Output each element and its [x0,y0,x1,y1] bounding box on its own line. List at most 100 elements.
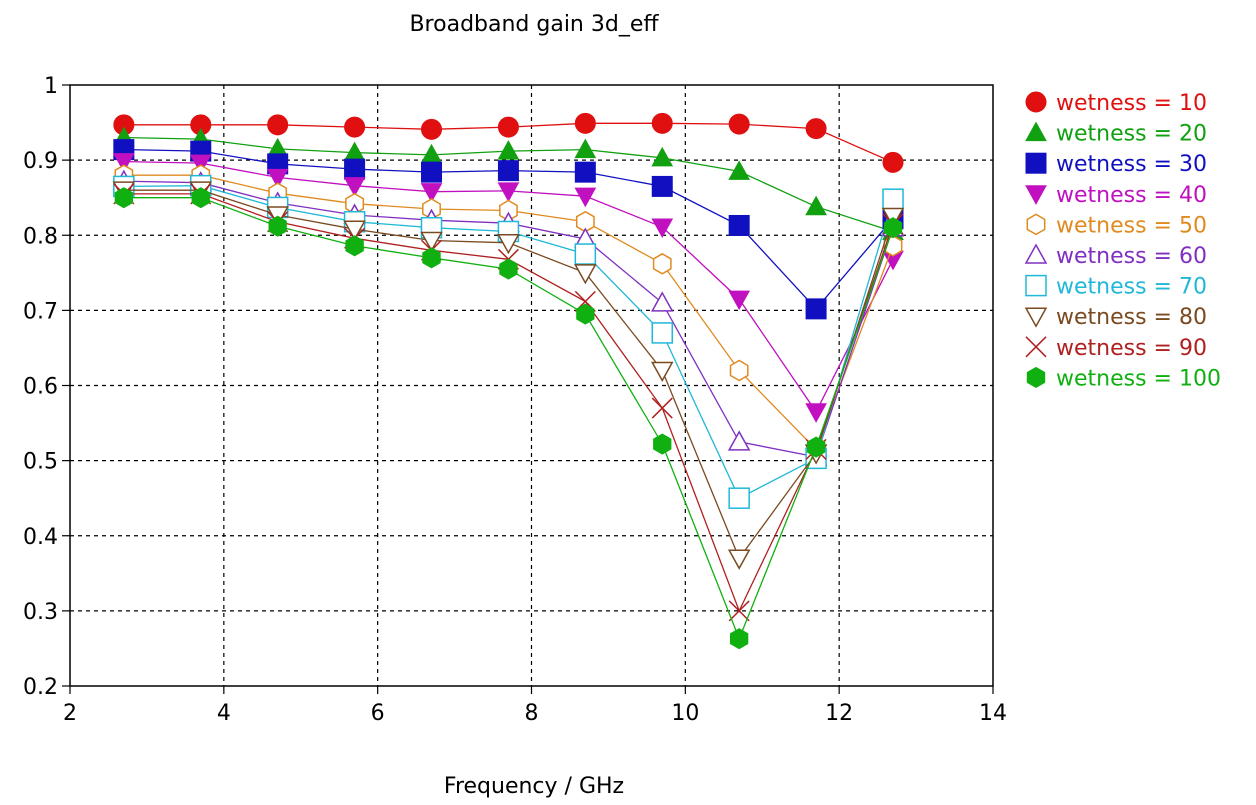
series-6 [112,169,905,466]
series-4 [112,153,904,423]
legend-item: wetness = 70 [1025,274,1207,300]
data-point [497,182,520,202]
legend-label: wetness = 20 [1056,122,1207,147]
legend-label: wetness = 50 [1056,213,1207,238]
y-tick-label: 0.5 [23,450,58,475]
data-point [343,220,366,241]
legend: wetness = 10 wetness = 20 wetness = 30 wetn… [1024,91,1221,391]
data-point [651,146,674,167]
data-point [266,168,289,189]
legend-marker [1026,366,1046,388]
y-tick-label: 0.8 [23,224,58,249]
data-point [497,160,519,182]
series-8 [112,181,905,570]
data-point [189,154,212,175]
legend-item: wetness = 20 [1025,121,1207,147]
data-point [114,187,133,209]
data-point [728,290,751,311]
y-tick-label: 0.6 [23,375,58,400]
series-7 [113,174,904,509]
data-point [267,114,289,136]
y-tick-label: 0.2 [23,675,58,700]
x-axis-label: Frequency / GHz [444,774,624,799]
data-point [574,187,597,208]
data-point [420,231,443,253]
data-point [728,113,750,135]
y-tick-label: 0.3 [23,600,58,625]
data-point [651,175,673,197]
x-tick-label: 14 [979,701,1007,726]
legend-marker [1026,213,1046,236]
axes: 2 4 6 8 10 12 14 0.2 0.3 0.4 0.5 0.6 0.7 0.8 0.9 1 [23,74,1007,726]
data-point [345,235,364,257]
y-tick-label: 0.4 [23,525,58,550]
legend-label: wetness = 90 [1056,336,1207,361]
data-point [651,322,674,344]
y-tick-label: 0.9 [23,149,58,174]
chart-title: Broadband gain 3d_eff [409,12,659,37]
data-point [422,247,441,269]
legend-label: wetness = 10 [1056,91,1207,116]
y-tick-label: 1 [44,74,58,99]
data-point [421,118,443,140]
x-tick-label: 2 [63,701,77,726]
data-point [343,177,366,197]
legend-label: wetness = 70 [1056,275,1207,300]
legend-marker [1024,307,1048,328]
legend-label: wetness = 80 [1056,305,1207,330]
legend-marker [1025,336,1047,358]
legend-label: wetness = 30 [1056,152,1207,177]
data-point [805,195,827,216]
data-point [574,138,597,159]
data-point [344,116,366,138]
data-point [574,161,596,183]
legend-item: wetness = 40 [1025,183,1207,208]
series-1 [113,112,904,173]
data-point [729,359,749,382]
legend-marker [1025,185,1047,205]
data-point [805,118,827,140]
legend-marker [1025,274,1047,297]
legend-item: wetness = 60 [1024,243,1207,269]
data-point [805,403,827,423]
data-point [420,183,443,203]
data-point [650,291,674,312]
data-point [112,153,135,173]
legend-item: wetness = 90 [1025,336,1207,361]
data-point [651,218,674,239]
data-point [574,264,597,285]
data-point [882,151,904,173]
legend-marker [1024,243,1048,264]
legend-item: wetness = 10 [1025,91,1207,116]
data-point [420,143,443,164]
data-point [727,430,751,451]
data-point [574,243,597,265]
data-point [499,258,518,280]
legend-item: wetness = 50 [1026,213,1207,238]
grid [70,85,993,686]
legend-marker [1025,91,1047,113]
data-point [651,397,673,419]
data-point [497,140,520,160]
data-point [806,436,826,458]
series-10 [114,187,903,650]
data-point [651,112,673,134]
data-point [497,234,520,255]
x-tick-label: 4 [217,701,231,726]
data-point [191,187,210,209]
series-group [112,112,905,650]
data-point [652,252,672,275]
data-point [653,433,672,455]
data-point [730,628,749,650]
legend-item: wetness = 80 [1024,305,1207,330]
x-tick-label: 8 [525,701,539,726]
y-tick-label: 0.7 [23,299,58,324]
data-point [728,214,750,236]
series-line [123,193,894,613]
legend-marker [1025,121,1047,142]
data-point [576,303,595,325]
data-point [882,188,904,210]
data-point [883,217,903,239]
